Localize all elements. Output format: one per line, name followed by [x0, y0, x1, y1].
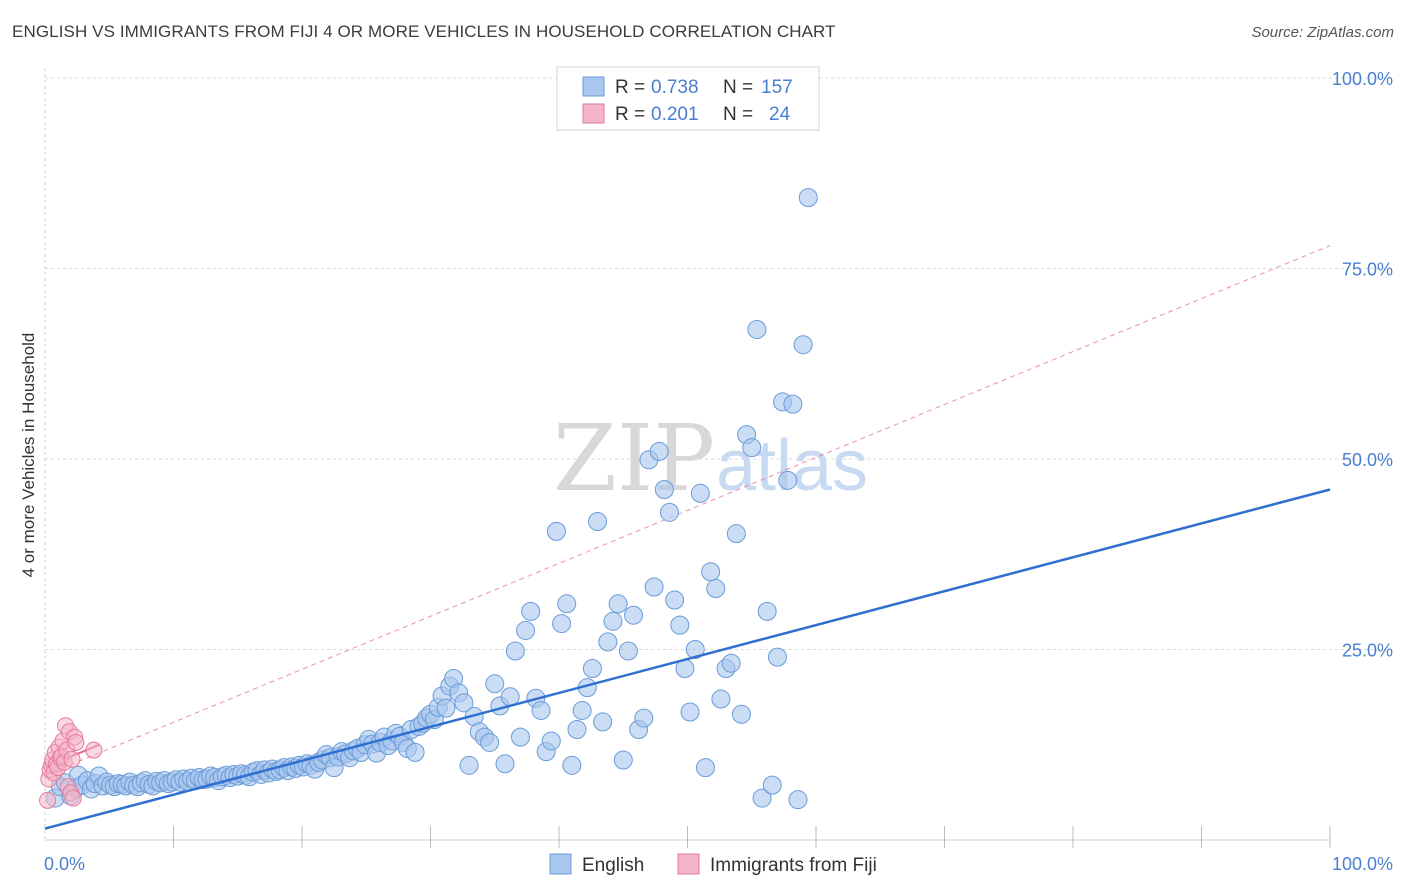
english-point [541, 731, 561, 751]
english-n-value: 157 [761, 77, 793, 98]
english-point [572, 700, 592, 720]
y-tick-label: 100.0% [1332, 69, 1393, 89]
english-point [531, 700, 551, 720]
english-point [618, 641, 638, 661]
english-point [711, 689, 731, 709]
english-point [510, 727, 530, 747]
english-point [665, 590, 685, 610]
series-legend: English Immigrants from Fiji [549, 853, 877, 876]
english-point [701, 562, 721, 582]
english-bottom-swatch [549, 853, 572, 875]
english-point [747, 319, 767, 339]
english-point [552, 614, 572, 634]
english-point [603, 611, 623, 631]
english-point [649, 441, 669, 461]
y-tick-label: 25.0% [1342, 641, 1393, 661]
english-point [742, 438, 762, 458]
english-point [505, 641, 525, 661]
fiji-point [39, 791, 57, 809]
english-trend-solid [44, 488, 1331, 830]
fiji-legend-swatch [582, 103, 605, 124]
fiji-point [63, 750, 81, 768]
english-n-label: N = [723, 77, 753, 98]
english-point [608, 594, 628, 614]
english-point [654, 479, 674, 499]
fiji-r-label: R = [615, 104, 645, 125]
watermark-zip: ZIP [553, 405, 715, 512]
fiji-n-label: N = [723, 104, 753, 125]
fiji-point [67, 733, 85, 751]
english-point [690, 483, 710, 503]
fiji-trend-dashed [44, 245, 1331, 776]
english-point [567, 720, 587, 740]
y-tick-label: 50.0% [1342, 450, 1393, 470]
english-points [45, 188, 818, 810]
english-point [762, 775, 782, 795]
stats-legend: R = 0.738 N = 157 R = 0.201 N = 24 [556, 66, 820, 131]
english-point [588, 511, 608, 531]
english-point [634, 708, 654, 728]
english-point [582, 659, 602, 679]
x-axis-ticks [173, 826, 1331, 848]
english-point [798, 188, 818, 208]
english-trend-line [44, 488, 1331, 830]
english-point [767, 647, 787, 667]
english-point [721, 653, 741, 673]
english-point [516, 620, 536, 640]
english-point [546, 521, 566, 541]
fiji-r-value: 0.201 [651, 104, 699, 125]
english-point [660, 502, 680, 522]
english-legend-swatch [582, 76, 605, 97]
english-point [613, 750, 633, 770]
watermark: ZIP atlas [553, 405, 868, 512]
english-point [706, 579, 726, 599]
english-point [788, 790, 808, 810]
english-point [752, 788, 772, 808]
x-tick-label-min: 0.0% [44, 854, 85, 874]
y-axis-label: 4 or more Vehicles in Household [19, 333, 38, 578]
fiji-point [85, 741, 103, 759]
english-point [521, 601, 541, 621]
fiji-points [39, 717, 103, 809]
fiji-n-value: 24 [769, 104, 791, 125]
english-point [783, 394, 803, 414]
english-point [670, 615, 690, 635]
english-point [557, 594, 577, 614]
english-point [685, 640, 705, 659]
english-point [454, 693, 474, 713]
english-point [731, 704, 751, 724]
english-point [459, 755, 479, 775]
english-point [695, 758, 715, 778]
english-point [485, 674, 505, 694]
chart-title: ENGLISH VS IMMIGRANTS FROM FIJI 4 OR MOR… [12, 22, 836, 41]
english-point [778, 470, 798, 490]
english-point [495, 754, 515, 774]
source-label: Source: ZipAtlas.com [1251, 24, 1394, 41]
english-point [405, 742, 425, 762]
english-point [757, 601, 777, 621]
x-tick-label-max: 100.0% [1332, 854, 1393, 874]
english-legend-label: English [582, 855, 644, 876]
english-point [624, 605, 644, 625]
english-point [436, 698, 456, 718]
english-point [644, 577, 664, 597]
y-axis-tick-labels: 25.0% 50.0% 75.0% 100.0% [1332, 69, 1393, 661]
english-r-value: 0.738 [651, 77, 699, 98]
english-point [598, 632, 618, 652]
fiji-trend-lines [44, 245, 1331, 776]
english-point [726, 524, 746, 544]
y-tick-label: 75.0% [1342, 260, 1393, 280]
fiji-legend-label: Immigrants from Fiji [710, 855, 877, 876]
english-r-label: R = [615, 77, 645, 98]
fiji-point [64, 789, 82, 807]
english-point [793, 335, 813, 355]
fiji-bottom-swatch [677, 853, 700, 875]
english-point [593, 712, 613, 732]
english-point [680, 702, 700, 722]
english-point [562, 755, 582, 775]
english-point [480, 732, 500, 752]
